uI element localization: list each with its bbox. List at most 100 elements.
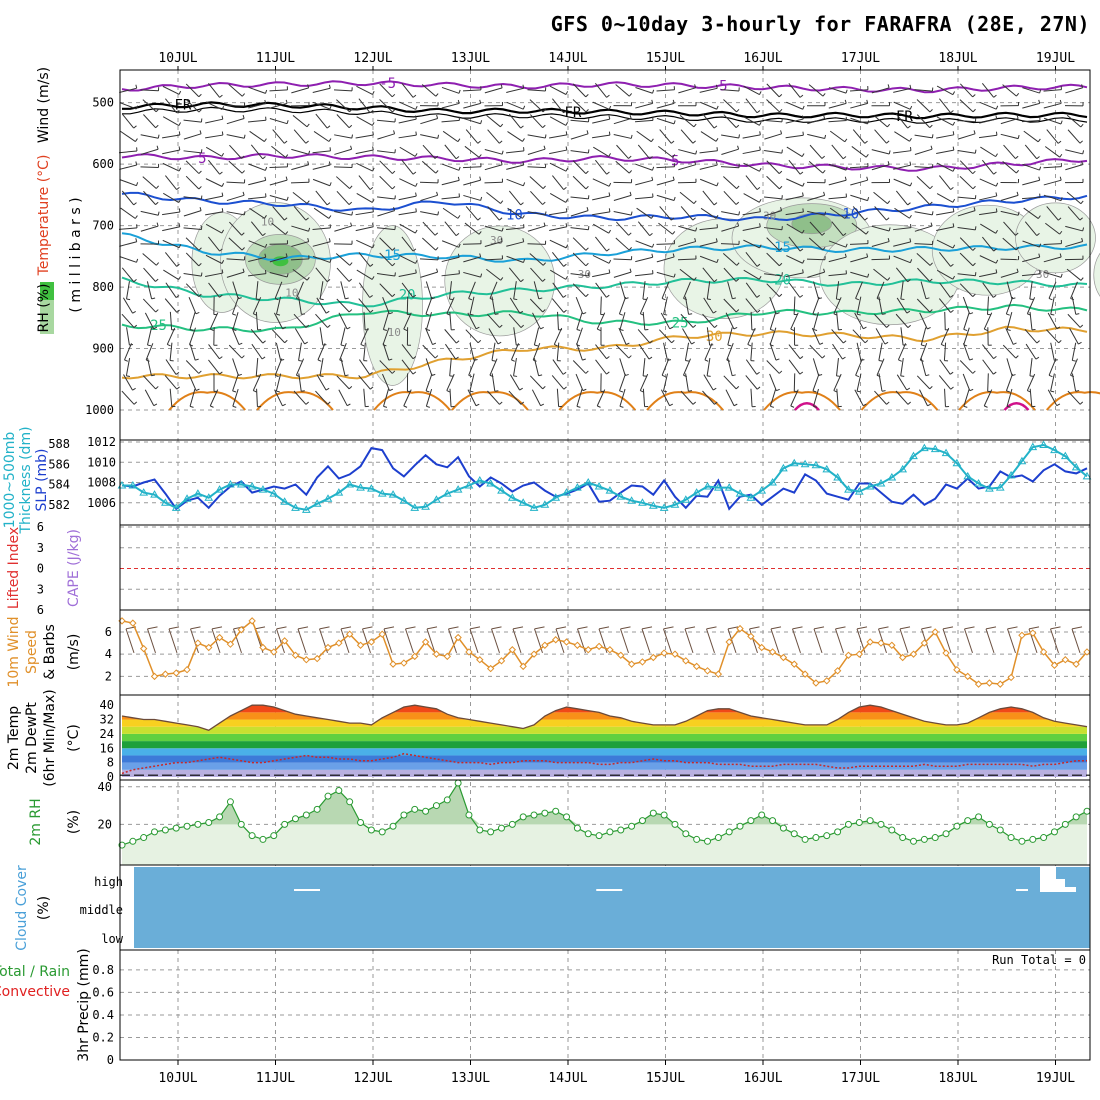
wind-barb bbox=[377, 150, 395, 154]
wind-speed-marker bbox=[519, 662, 527, 671]
wind-barb bbox=[957, 119, 976, 123]
wind-barb bbox=[802, 182, 805, 187]
surface-wind-barb bbox=[684, 626, 696, 630]
wind-barb bbox=[379, 175, 393, 190]
wind-barb bbox=[995, 182, 999, 187]
wind-barb bbox=[372, 90, 375, 95]
wind-barb bbox=[1022, 256, 1040, 263]
wind-barb bbox=[691, 341, 695, 345]
wind-barb bbox=[178, 276, 181, 280]
wind-barb bbox=[506, 241, 524, 247]
wind-barb bbox=[723, 176, 737, 190]
wind-barb bbox=[121, 390, 135, 405]
wind-barb bbox=[532, 343, 541, 361]
wind-speed-marker bbox=[248, 617, 256, 625]
thickness-marker bbox=[529, 503, 539, 511]
wind-barb bbox=[1059, 176, 1062, 181]
thickness-marker bbox=[356, 483, 365, 491]
wind-barb bbox=[462, 89, 482, 92]
wind-barb bbox=[377, 196, 395, 200]
wind-barb bbox=[1003, 144, 1016, 159]
wind-barb bbox=[780, 207, 783, 211]
thickness-marker bbox=[1006, 470, 1016, 479]
wind-barb bbox=[189, 342, 196, 361]
wind-barb bbox=[742, 211, 761, 216]
wind-barb bbox=[673, 120, 676, 125]
wind-barb bbox=[694, 161, 697, 165]
wind-barb bbox=[529, 99, 544, 113]
wind-speed-marker bbox=[291, 651, 300, 659]
wind-barb bbox=[420, 211, 438, 216]
wind-barb bbox=[864, 140, 868, 144]
wind-speed-marker bbox=[877, 639, 885, 647]
wind-barb bbox=[399, 146, 416, 157]
wind-barb bbox=[329, 105, 332, 110]
wind-barb bbox=[963, 388, 970, 407]
thickness-marker bbox=[269, 489, 279, 497]
wind-barb bbox=[252, 297, 262, 314]
wind-barb bbox=[808, 84, 824, 97]
wind-barb bbox=[542, 278, 546, 282]
thickness-marker bbox=[215, 485, 224, 493]
wind-barb bbox=[756, 309, 761, 313]
wind-barb bbox=[716, 259, 719, 263]
wind-barb bbox=[821, 155, 826, 159]
wind-barb bbox=[348, 124, 353, 129]
wind-barb bbox=[550, 269, 566, 280]
wind-barb bbox=[856, 373, 862, 392]
wind-barb bbox=[628, 170, 633, 174]
wind-barb bbox=[764, 133, 782, 140]
wind-barb bbox=[1023, 207, 1039, 219]
wind-barb bbox=[745, 359, 758, 375]
rh-marker bbox=[541, 809, 549, 817]
wind-speed-marker bbox=[486, 664, 495, 673]
wind-barb bbox=[508, 390, 522, 405]
wind-barb bbox=[776, 388, 780, 392]
wind-barb bbox=[379, 83, 393, 98]
wind-barb bbox=[802, 192, 804, 197]
wind-barb bbox=[979, 101, 997, 110]
wind-barb bbox=[608, 105, 612, 110]
wind-speed-marker bbox=[1072, 660, 1080, 668]
wind-barb bbox=[415, 105, 418, 110]
wind-barb bbox=[469, 296, 475, 315]
wind-barb bbox=[764, 150, 782, 154]
wind-barb bbox=[151, 297, 156, 300]
wind-barb bbox=[656, 243, 675, 245]
rh-marker bbox=[281, 820, 289, 828]
wind-barb bbox=[699, 227, 718, 231]
wind-barb bbox=[313, 207, 330, 219]
wind-barb bbox=[1056, 326, 1061, 330]
wind-barb bbox=[164, 298, 178, 313]
temperature-contour bbox=[646, 391, 724, 411]
wind-speed-marker bbox=[714, 670, 723, 678]
wind-barb bbox=[582, 358, 586, 361]
wind-barb bbox=[979, 134, 997, 139]
wind-barb bbox=[592, 255, 610, 264]
wind-barb bbox=[463, 102, 481, 109]
wind-barb bbox=[585, 94, 589, 98]
wind-barb bbox=[185, 83, 200, 98]
li-tick-label: 3 bbox=[37, 582, 44, 596]
wind-barb bbox=[867, 197, 870, 201]
wind-barb bbox=[721, 134, 739, 139]
rh-contour-label: 30 bbox=[578, 268, 591, 281]
rh-marker bbox=[790, 830, 798, 838]
thickness-marker bbox=[377, 489, 387, 497]
wind-barb bbox=[307, 84, 310, 89]
surface-wind-barb bbox=[899, 626, 911, 630]
wind-barb bbox=[349, 185, 353, 189]
wind-barb bbox=[608, 115, 611, 120]
wind-barb bbox=[715, 138, 719, 142]
wind-barb bbox=[198, 93, 202, 98]
surface-wind-barbs bbox=[125, 626, 1083, 654]
wind-barb bbox=[360, 343, 365, 347]
wind-barb bbox=[651, 176, 654, 181]
wind-barb bbox=[635, 87, 653, 94]
wind-barb bbox=[465, 206, 479, 221]
wind-barb bbox=[678, 87, 696, 94]
wind-barb bbox=[238, 373, 242, 376]
precip-convective-label: Convective bbox=[0, 984, 70, 1000]
wind-barb bbox=[349, 108, 353, 113]
surface-wind-barb bbox=[727, 628, 737, 654]
